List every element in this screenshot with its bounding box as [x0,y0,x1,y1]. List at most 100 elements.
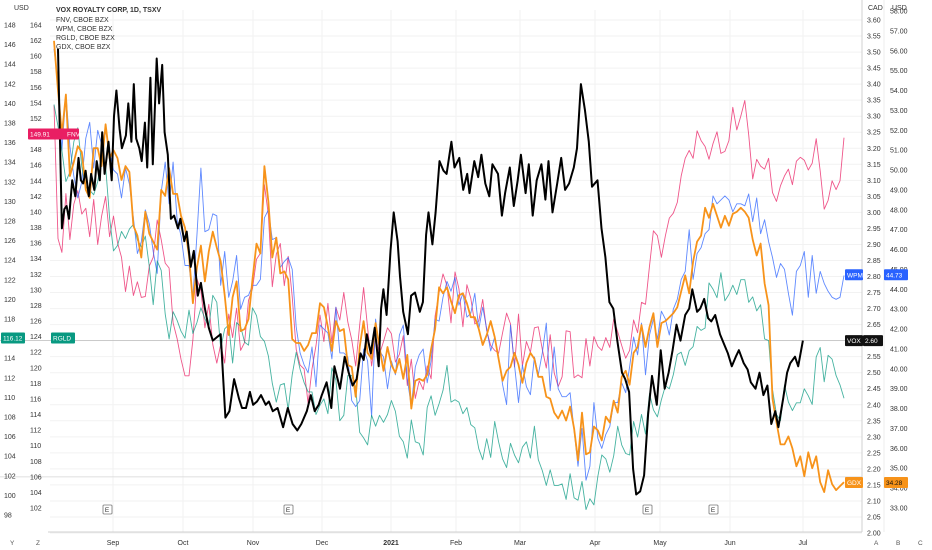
usd-axis-tick: 58.00 [890,9,908,16]
rgld-axis-tick: 136 [30,241,42,248]
time-axis-tick: Feb [450,540,462,547]
plot-area[interactable] [0,40,862,511]
a-button[interactable]: A [874,540,879,547]
fnv-axis-tick: 134 [4,160,16,167]
cad-axis-tick: 2.20 [867,466,881,473]
rgld-last-price-tag: 116.12 [3,336,23,343]
rgld-axis-tick: 144 [30,178,42,185]
cad-axis-tick: 3.50 [867,50,881,57]
cad-axis-tick: 2.10 [867,498,881,505]
series-line-wpm[interactable] [53,48,845,481]
earnings-marker-box[interactable] [283,504,294,515]
fnv-axis-tick: 120 [4,297,16,304]
cad-axis-tick: 2.50 [867,370,881,377]
cad-axis-tick: 2.15 [867,482,881,489]
usd-axis-tick: 57.00 [890,28,908,35]
cad-axis-tick: 2.95 [867,226,881,233]
legend-wpm: WPM, CBOE BZX [56,26,113,33]
cad-axis-tick: 2.25 [867,450,881,457]
rgld-last-price-tag-bg [1,332,25,344]
rgld-axis-tick: 160 [30,54,42,61]
b-button[interactable]: B [896,540,900,547]
time-axis-tick: Mar [514,540,527,547]
usd-axis-tick: 52.00 [890,128,908,135]
cad-axis-tick: 2.65 [867,322,881,329]
cad-axis-tick: 3.00 [867,210,881,217]
fnv-axis-tick: 112 [4,375,15,382]
price-tags: 149.91 116.12 RGLD WPM 44.73 VOX 2.60 GDX 34.28 F… [1,128,908,489]
chart-title: VOX ROYALTY CORP, 1D, TSXV [56,7,161,14]
fnv-last-price-tag: 149.91 [30,132,50,139]
cad-axis-tick: 3.35 [867,98,881,105]
fnv-axis-tick: 144 [4,62,16,69]
axis-headers: USD CAD USD [14,5,907,12]
rgld-name-tag: RGLD [53,336,71,343]
bottom-bar: Y Z A B C [10,540,923,547]
usd-currency-label: USD [892,5,907,12]
vox-last-price-tag: 2.60 [865,338,878,345]
wpm-name-tag: WPM [847,272,863,279]
series-line-vox[interactable] [57,48,804,496]
time-axis-tick: Oct [178,540,189,547]
fnv-axis-tick: 106 [4,434,16,441]
c-button[interactable]: C [918,540,923,547]
fnv-axis-tick: 142 [4,81,16,88]
fnv-axis-tick: 100 [4,493,16,500]
left-rgld-axis[interactable]: 1641621601581561541521501481461441421401… [30,23,42,513]
z-button[interactable]: Z [36,540,40,547]
earnings-marker-box[interactable] [642,504,653,515]
usd-axis-tick: 39.00 [890,386,908,393]
cad-axis-tick: 2.00 [867,531,881,538]
y-button[interactable]: Y [10,540,15,547]
series-line-rgld[interactable] [53,104,845,511]
vox-last-price-tag-bg [863,335,883,347]
wpm-last-price-tag-bg [884,269,908,281]
time-axis-tick: Jun [724,540,735,547]
usd-axis-tick: 53.00 [890,108,908,115]
time-axis[interactable]: Sep Oct Nov Dec 2021 Feb Mar Apr May Jun Jul [107,540,808,547]
left-currency-label: USD [14,5,29,12]
usd-axis-tick: 51.00 [890,148,908,155]
usd-axis-tick: 50.00 [890,168,908,175]
rgld-axis-tick: 128 [30,303,42,310]
usd-axis-tick: 35.00 [890,466,908,473]
cad-axis-tick: 2.35 [867,418,881,425]
fnv-axis-tick: 146 [4,42,16,49]
fnv-axis-tick: 104 [4,454,16,461]
rgld-axis-tick: 146 [30,163,42,170]
time-axis-tick: Jul [799,540,808,547]
right-cad-axis[interactable]: 3.60 3.55 3.50 3.45 3.40 3.35 3.30 3.25 3.20 3.15… [867,18,881,538]
earnings-marker-box[interactable] [102,504,113,515]
usd-axis-tick: 40.00 [890,366,908,373]
cad-axis-tick: 3.45 [867,66,881,73]
earnings-marker-box[interactable] [708,504,719,515]
series-line-fnv[interactable] [53,100,845,404]
wpm-name-tag-bg [845,269,863,281]
rgld-axis-tick: 130 [30,287,42,294]
usd-axis-tick: 54.00 [890,88,908,95]
usd-axis-tick: 48.00 [890,207,908,214]
rgld-axis-tick: 140 [30,209,42,216]
rgld-axis-tick: 142 [30,194,42,201]
fnv-axis-tick: 138 [4,121,16,128]
cad-axis-tick: 2.85 [867,258,881,265]
fnv-axis-tick: 148 [4,23,16,30]
cad-axis-tick: 3.05 [867,194,881,201]
fnv-axis-tick: 102 [4,473,16,480]
fnv-axis-tick: 124 [4,258,16,265]
cad-axis-tick: 2.40 [867,402,881,409]
usd-axis-tick: 36.00 [890,446,908,453]
cad-axis-tick: 3.20 [867,146,881,153]
fnv-axis-tick: 118 [4,317,15,324]
usd-axis-tick: 49.00 [890,187,908,194]
gdx-last-price-tag: 34.28 [886,480,903,487]
rgld-axis-tick: 162 [30,38,42,45]
vox-name-tag-bg [845,335,863,347]
fnv-axis-tick: 122 [4,277,16,284]
gdx-last-price-tag-bg [884,477,908,489]
gdx-name-tag-bg [845,477,863,489]
rgld-axis-tick: 102 [30,506,42,513]
usd-axis-tick: 56.00 [890,48,908,55]
